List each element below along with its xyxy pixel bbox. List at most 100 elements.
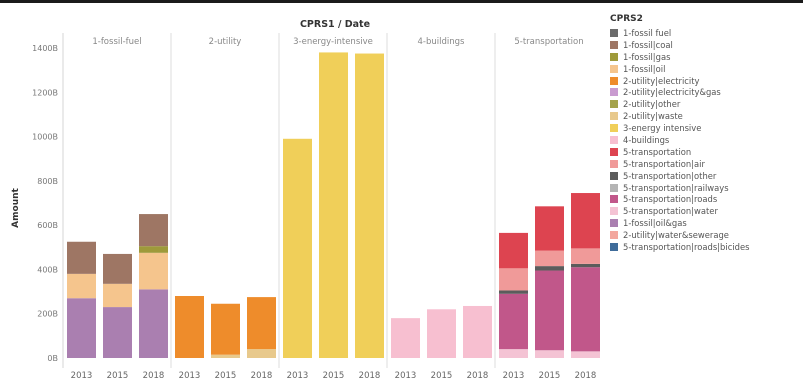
legend-label: 5-transportation|roads|bicides <box>623 241 750 252</box>
legend-label: 5-transportation <box>623 146 692 157</box>
bar-segment <box>247 349 276 358</box>
bar-segment <box>499 349 528 358</box>
x-tick-label: 2018 <box>575 371 597 380</box>
legend-label: 1-fossil|gas <box>623 51 671 62</box>
x-tick-label: 2013 <box>179 371 201 380</box>
bar-segment <box>67 241 96 274</box>
y-tick-label: 1200B <box>32 88 58 97</box>
legend-list: 1-fossil fuel 1-fossil|coal 1-fossil|gas 1-… <box>610 27 800 253</box>
legend-item: 4-buildings <box>610 134 800 146</box>
legend-swatch <box>610 28 618 37</box>
x-tick-label: 2013 <box>395 371 417 380</box>
bar-segment <box>283 138 312 358</box>
x-tick-label: 2018 <box>359 371 381 380</box>
bar-segment <box>535 250 564 267</box>
panel-label: 4-buildings <box>418 37 466 47</box>
legend-swatch <box>610 147 618 156</box>
bar-segment <box>175 296 204 358</box>
bar-segment <box>211 303 240 355</box>
bar-segment <box>499 293 528 350</box>
legend-swatch <box>610 124 618 133</box>
bar-segment <box>499 268 528 291</box>
legend-swatch <box>610 207 618 216</box>
bar-segment <box>139 246 168 253</box>
legend-label: 1-fossil|oil&gas <box>623 218 687 229</box>
y-tick-label: 1400B <box>32 44 58 53</box>
legend-label: 2-utility|waste <box>623 111 683 122</box>
bar-segment <box>211 354 240 358</box>
legend-item: 5-transportation|roads|bicides <box>610 241 800 253</box>
legend-swatch <box>610 231 618 240</box>
bar-segment <box>535 270 564 351</box>
legend-swatch <box>610 159 618 168</box>
legend-item: 1-fossil|gas <box>610 51 800 63</box>
bar-segment <box>571 193 600 249</box>
y-tick-label: 800B <box>37 177 58 186</box>
legend-item: 5-transportation|water <box>610 205 800 217</box>
x-tick-label: 2018 <box>143 371 165 380</box>
legend-swatch <box>610 88 618 97</box>
legend-swatch <box>610 76 618 85</box>
x-tick-label: 2013 <box>71 371 93 380</box>
legend-label: 2-utility|other <box>623 99 681 110</box>
legend-swatch <box>610 135 618 144</box>
legend-label: 2-utility|electricity <box>623 75 700 86</box>
legend: CPRS2 1-fossil fuel 1-fossil|coal 1-fossil… <box>610 14 800 253</box>
bar-segment <box>103 253 132 284</box>
bar-segment <box>427 309 456 358</box>
x-tick-label: 2015 <box>431 371 453 380</box>
legend-label: 5-transportation|other <box>623 170 717 181</box>
bar-segment <box>499 232 528 269</box>
legend-item: 2-utility|electricity&gas <box>610 86 800 98</box>
bar-segment <box>535 266 564 271</box>
legend-item: 1-fossil fuel <box>610 27 800 39</box>
bar-segment <box>571 351 600 358</box>
legend-label: 3-energy intensive <box>623 123 702 134</box>
bar-segment <box>319 52 348 359</box>
legend-item: 1-fossil|oil <box>610 63 800 75</box>
legend-swatch <box>610 171 618 180</box>
bar-segment <box>571 248 600 264</box>
bar-segment <box>139 214 168 247</box>
legend-item: 2-utility|water&sewerage <box>610 229 800 241</box>
x-tick-label: 2015 <box>539 371 561 380</box>
legend-swatch <box>610 64 618 73</box>
facet-panels: 1-fossil-fuel 2013 2015 2018 2-utility 2013 20… <box>67 33 600 380</box>
legend-item: 5-transportation|railways <box>610 182 800 194</box>
legend-swatch <box>610 40 618 49</box>
facet-panel: 1-fossil-fuel 2013 2015 2018 <box>67 37 168 380</box>
y-tick-label: 600B <box>37 221 58 230</box>
panel-label: 1-fossil-fuel <box>92 37 141 47</box>
x-tick-label: 2015 <box>107 371 129 380</box>
panel-label: 3-energy-intensive <box>293 37 373 47</box>
y-tick-label: 1000B <box>32 133 58 142</box>
y-axis-label: Amount <box>11 187 21 227</box>
legend-title: CPRS2 <box>610 14 643 24</box>
legend-swatch <box>610 100 618 109</box>
top-rule <box>0 0 803 3</box>
legend-item: 5-transportation|air <box>610 158 800 170</box>
legend-label: 5-transportation|water <box>623 206 718 217</box>
legend-label: 4-buildings <box>623 134 670 145</box>
legend-item: 1-fossil|oil&gas <box>610 217 800 229</box>
bar-segment <box>67 273 96 299</box>
facet-panel: 4-buildings 2013 2015 2018 <box>386 33 492 380</box>
bar-segment <box>139 289 168 358</box>
legend-item: 2-utility|other <box>610 98 800 110</box>
x-tick-label: 2013 <box>287 371 309 380</box>
bar-segment <box>103 283 132 308</box>
panel-label: 2-utility <box>209 37 242 47</box>
y-tick-label: 0B <box>47 354 58 363</box>
bar-segment <box>535 206 564 251</box>
x-tick-label: 2018 <box>467 371 489 380</box>
legend-item: 2-utility|waste <box>610 110 800 122</box>
legend-label: 2-utility|water&sewerage <box>623 230 729 241</box>
x-tick-label: 2018 <box>251 371 273 380</box>
y-tick-label: 400B <box>37 265 58 274</box>
x-tick-label: 2013 <box>503 371 525 380</box>
legend-label: 5-transportation|railways <box>623 182 729 193</box>
facet-panel: 2-utility 2013 2015 2018 <box>170 33 276 380</box>
legend-item: 2-utility|electricity <box>610 75 800 87</box>
legend-swatch <box>610 219 618 228</box>
